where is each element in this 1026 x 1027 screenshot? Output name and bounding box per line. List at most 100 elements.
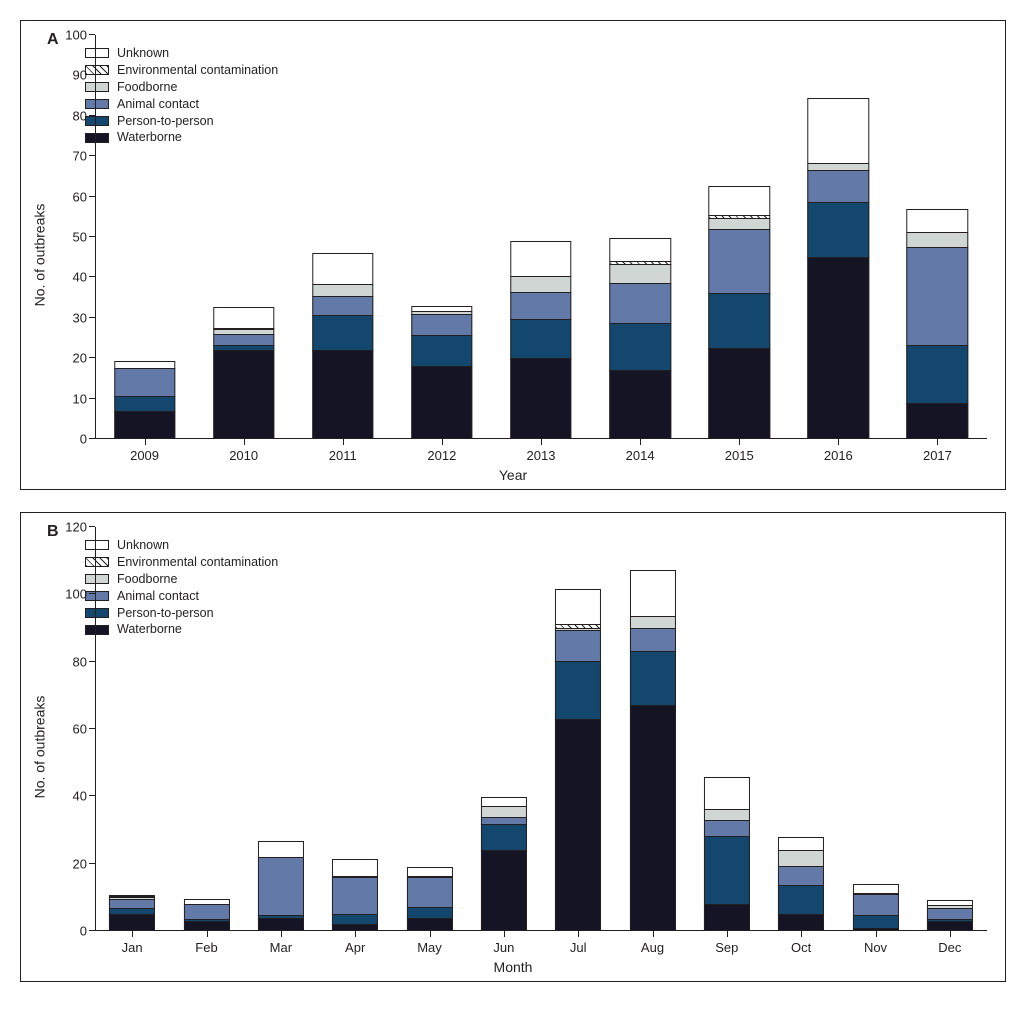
y-tick-label: 0 (80, 432, 87, 447)
x-tick (541, 439, 542, 445)
bar (213, 308, 274, 439)
y-tick-label: 60 (73, 722, 87, 737)
bar-segment-waterborne (704, 904, 750, 931)
bar-segment-animal (629, 628, 675, 652)
bar-segment-unknown (213, 307, 274, 329)
x-axis-label: Month (494, 959, 533, 975)
bar (629, 571, 675, 931)
y-axis-line (95, 527, 96, 931)
x-tick-label: Feb (195, 940, 217, 955)
chart-panel-b: BUnknownEnvironmental contaminationFoodb… (20, 512, 1006, 982)
bar (481, 798, 527, 931)
y-tick-label: 0 (80, 924, 87, 939)
bar-segment-animal (183, 904, 229, 919)
x-tick-label: 2009 (130, 448, 159, 463)
x-tick (739, 439, 740, 445)
bar-segment-animal (406, 877, 452, 907)
bar-segment-waterborne (778, 914, 824, 931)
bar-segment-person (709, 293, 770, 350)
chart-panel-a: AUnknownEnvironmental contaminationFoodb… (20, 20, 1006, 490)
x-tick (442, 439, 443, 445)
bar-segment-waterborne (927, 921, 973, 931)
bar-segment-waterborne (481, 850, 527, 931)
bar-segment-foodborne (609, 264, 670, 284)
x-tick (355, 931, 356, 937)
bar-segment-animal (852, 894, 898, 916)
bar-segment-person (114, 396, 175, 412)
y-tick (89, 276, 95, 277)
bar-segment-waterborne (258, 918, 304, 931)
bar-segment-waterborne (109, 914, 155, 931)
bar-segment-unknown (808, 98, 869, 165)
y-axis-label: No. of outbreaks (31, 204, 47, 307)
bar (312, 254, 373, 439)
y-tick-label: 20 (73, 351, 87, 366)
bar (183, 900, 229, 931)
y-tick (89, 438, 95, 439)
y-tick-label: 120 (65, 520, 87, 535)
bar-segment-person (704, 836, 750, 905)
y-tick (89, 661, 95, 662)
y-tick-label: 100 (65, 587, 87, 602)
y-tick-label: 100 (65, 28, 87, 43)
x-tick-label: Jun (493, 940, 514, 955)
bar-segment-person (481, 824, 527, 851)
x-tick (937, 439, 938, 445)
x-tick-label: 2011 (329, 448, 357, 463)
bar-segment-foodborne (778, 850, 824, 867)
bar-segment-waterborne (213, 350, 274, 439)
x-tick-label: Sep (715, 940, 738, 955)
x-tick-label: Dec (938, 940, 961, 955)
x-tick-label: Jul (570, 940, 587, 955)
bar-segment-person (510, 319, 571, 359)
y-tick-label: 10 (73, 391, 87, 406)
bar-segment-person (808, 202, 869, 259)
y-tick (89, 357, 95, 358)
y-tick (89, 196, 95, 197)
y-tick-label: 80 (73, 108, 87, 123)
bar-segment-waterborne (510, 358, 571, 439)
bar (332, 860, 378, 931)
bar-segment-person (609, 323, 670, 371)
bar (109, 896, 155, 931)
x-tick (343, 439, 344, 445)
y-tick-label: 40 (73, 789, 87, 804)
bar-segment-animal (258, 857, 304, 916)
x-tick-label: Mar (270, 940, 292, 955)
bar-segment-waterborne (907, 403, 968, 439)
x-tick-label: 2016 (824, 448, 853, 463)
plot-area: 020406080100120JanFebMarAprMayJunJulAugS… (95, 527, 987, 931)
bar-segment-waterborne (411, 366, 472, 439)
y-tick (89, 317, 95, 318)
bar-segment-person (555, 661, 601, 720)
bar-segment-animal (332, 877, 378, 914)
x-tick-label: Jan (122, 940, 143, 955)
y-tick (89, 236, 95, 237)
bar (778, 838, 824, 931)
bar-segment-foodborne (510, 276, 571, 292)
bar (704, 778, 750, 931)
x-tick-label: 2013 (527, 448, 556, 463)
bar-segment-person (778, 885, 824, 915)
bar-segment-waterborne (555, 719, 601, 931)
y-tick (89, 795, 95, 796)
bar-segment-unknown (555, 589, 601, 624)
y-tick (89, 593, 95, 594)
bar (555, 590, 601, 931)
y-tick (89, 34, 95, 35)
y-axis-label: No. of outbreaks (31, 696, 47, 799)
x-tick (876, 931, 877, 937)
bar-segment-waterborne (114, 411, 175, 439)
y-tick-label: 20 (73, 856, 87, 871)
x-tick (145, 439, 146, 445)
bar-segment-animal (808, 170, 869, 202)
x-tick-label: Aug (641, 940, 664, 955)
x-tick (640, 439, 641, 445)
y-tick (89, 526, 95, 527)
bar-segment-person (312, 315, 373, 351)
bar-segment-person (411, 335, 472, 367)
x-tick (727, 931, 728, 937)
x-tick (207, 931, 208, 937)
y-tick-label: 90 (73, 68, 87, 83)
y-tick-label: 50 (73, 230, 87, 245)
